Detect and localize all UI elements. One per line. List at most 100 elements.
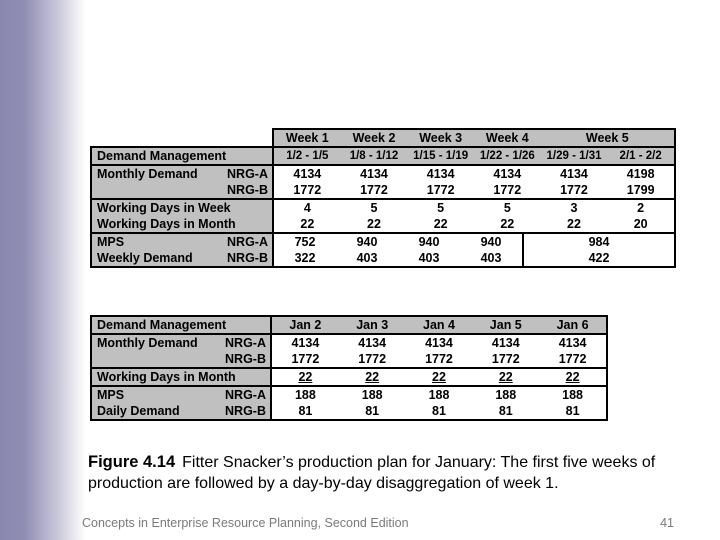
footer-book-title: Concepts in Enterprise Resource Planning… [82,516,409,530]
week5-merged-cell: 984 422 [522,234,674,266]
value-cell: 1772 [426,183,455,197]
product-label: NRG-A [225,336,266,350]
value-column: 5 22 [341,200,408,232]
value-cell: 81 [498,404,513,418]
page-number: 41 [660,516,674,530]
date-row: Demand Management 1/2 - 1/5 1/8 - 1/12 1… [92,148,674,164]
value-cell: 22 [300,217,315,231]
row-label: Weekly Demand [97,251,193,265]
row-label: Monthly Demand [97,336,198,350]
value-cell: 1772 [358,352,387,366]
value-column: 4134 1772 [407,166,474,198]
value-column: 940 403 [398,234,460,266]
value-cell: 81 [298,404,313,418]
product-label: NRG-A [225,388,266,402]
product-label: NRG-B [225,352,266,366]
value-cell: 2 [637,201,645,215]
week-header-cell: Week 5 [585,131,629,145]
value-cell: 3 [570,201,578,215]
value-column: 940 403 [336,234,398,266]
value-cell: 22 [365,370,380,384]
value-column: 940 403 [460,234,522,266]
row-label-working-days: Working Days in Week Working Days in Mon… [92,200,274,232]
day-header-cell: Jan 6 [556,318,589,332]
day-header-cell: Jan 2 [289,318,322,332]
value-cell: 940 [480,235,502,249]
day-header-cell: Jan 4 [423,318,455,332]
value-cell: 4134 [560,167,588,181]
week-header-cell: Week 4 [485,131,529,145]
monthly-demand-row: Monthly Demand NRG-A NRG-B 4134 1772 413… [92,164,674,198]
value-column: 4 22 [274,200,341,232]
week-header-cell: Week 1 [285,131,329,145]
value-cell: 1772 [560,183,588,197]
value-cell: 4 [303,201,311,215]
value-cell: 188 [428,388,450,402]
value-cell: 4134 [291,336,320,350]
value-cell: 403 [480,251,502,265]
value-cell: 984 [588,235,610,249]
gradient-band [0,0,88,540]
value-cell: 1772 [493,183,522,197]
row-label: Monthly Demand [97,167,198,181]
working-days-row: Working Days in Month 22 22 22 22 22 [92,367,606,385]
value-cell: 4134 [491,336,520,350]
value-column: 4134 1772 [539,335,606,367]
row-label-mps: MPS NRG-A Weekly Demand NRG-B [92,234,274,266]
value-cell: 22 [565,370,580,384]
value-cell: 4134 [425,336,453,350]
row-label-mps: MPS NRG-A Daily Demand NRG-B [92,387,272,419]
value-cell: 81 [565,404,580,418]
value-column: 4134 1772 [339,335,406,367]
row-label-monthly-demand: Monthly Demand NRG-A NRG-B [92,335,272,367]
value-column: 4198 1799 [607,166,674,198]
value-cell: 1772 [558,352,587,366]
working-days-row: Working Days in Week Working Days in Mon… [92,198,674,232]
day-header-row: Demand Management Jan 2 Jan 3 Jan 4 Jan … [92,317,606,333]
value-column: 4134 1772 [341,166,408,198]
value-cell: 5 [503,201,511,215]
value-cell: 5 [370,201,378,215]
value-cell: 22 [298,370,313,384]
value-cell: 4134 [358,336,387,350]
value-cell: 4134 [493,167,522,181]
value-column: 4134 1772 [474,166,541,198]
value-cell: 403 [356,251,378,265]
value-cell: 188 [562,388,584,402]
value-cell: 22 [432,370,446,384]
value-cell: 322 [294,251,316,265]
row-label-monthly-demand: Monthly Demand NRG-A NRG-B [92,166,274,198]
value-cell: 403 [418,251,440,265]
monthly-demand-row: Monthly Demand NRG-A NRG-B 4134 1772 413… [92,333,606,367]
product-label: NRG-B [227,183,268,197]
product-label: NRG-B [227,251,268,265]
value-column: 5 22 [407,200,474,232]
value-cell: 940 [418,235,440,249]
date-cell: 1/8 - 1/12 [349,150,399,162]
value-cell: 188 [294,388,316,402]
value-column: 4134 1772 [274,166,341,198]
slide-footer: Concepts in Enterprise Resource Planning… [82,516,674,530]
value-cell: 1772 [491,352,520,366]
value-column: 2 20 [607,200,674,232]
value-cell: 22 [498,370,513,384]
row-label: MPS [97,388,125,402]
weekly-production-table: Week 1 Week 2 Week 3 Week 4 Week 5 Deman… [90,128,676,268]
date-cell: 1/2 - 1/5 [286,150,329,162]
product-label: NRG-A [227,235,268,249]
product-label: NRG-B [225,404,266,418]
value-cell: 4134 [558,336,587,350]
day-header-cell: Jan 3 [356,318,389,332]
value-cell: 5 [437,201,445,215]
figure-caption: Figure 4.14 Fitter Snacker’s production p… [88,452,706,494]
mps-weekly-demand-row: MPS NRG-A Weekly Demand NRG-B 752 322 94… [92,232,674,266]
value-column: 188 81 [272,387,339,419]
value-cell: 22 [367,217,381,231]
value-cell: 422 [588,251,610,265]
value-cell: 4134 [360,167,388,181]
value-cell: 4134 [426,167,455,181]
value-cell: 81 [432,404,446,418]
value-cell: 22 [567,217,581,231]
value-cell: 188 [495,388,517,402]
row-label-demand-management: Demand Management [92,317,272,333]
